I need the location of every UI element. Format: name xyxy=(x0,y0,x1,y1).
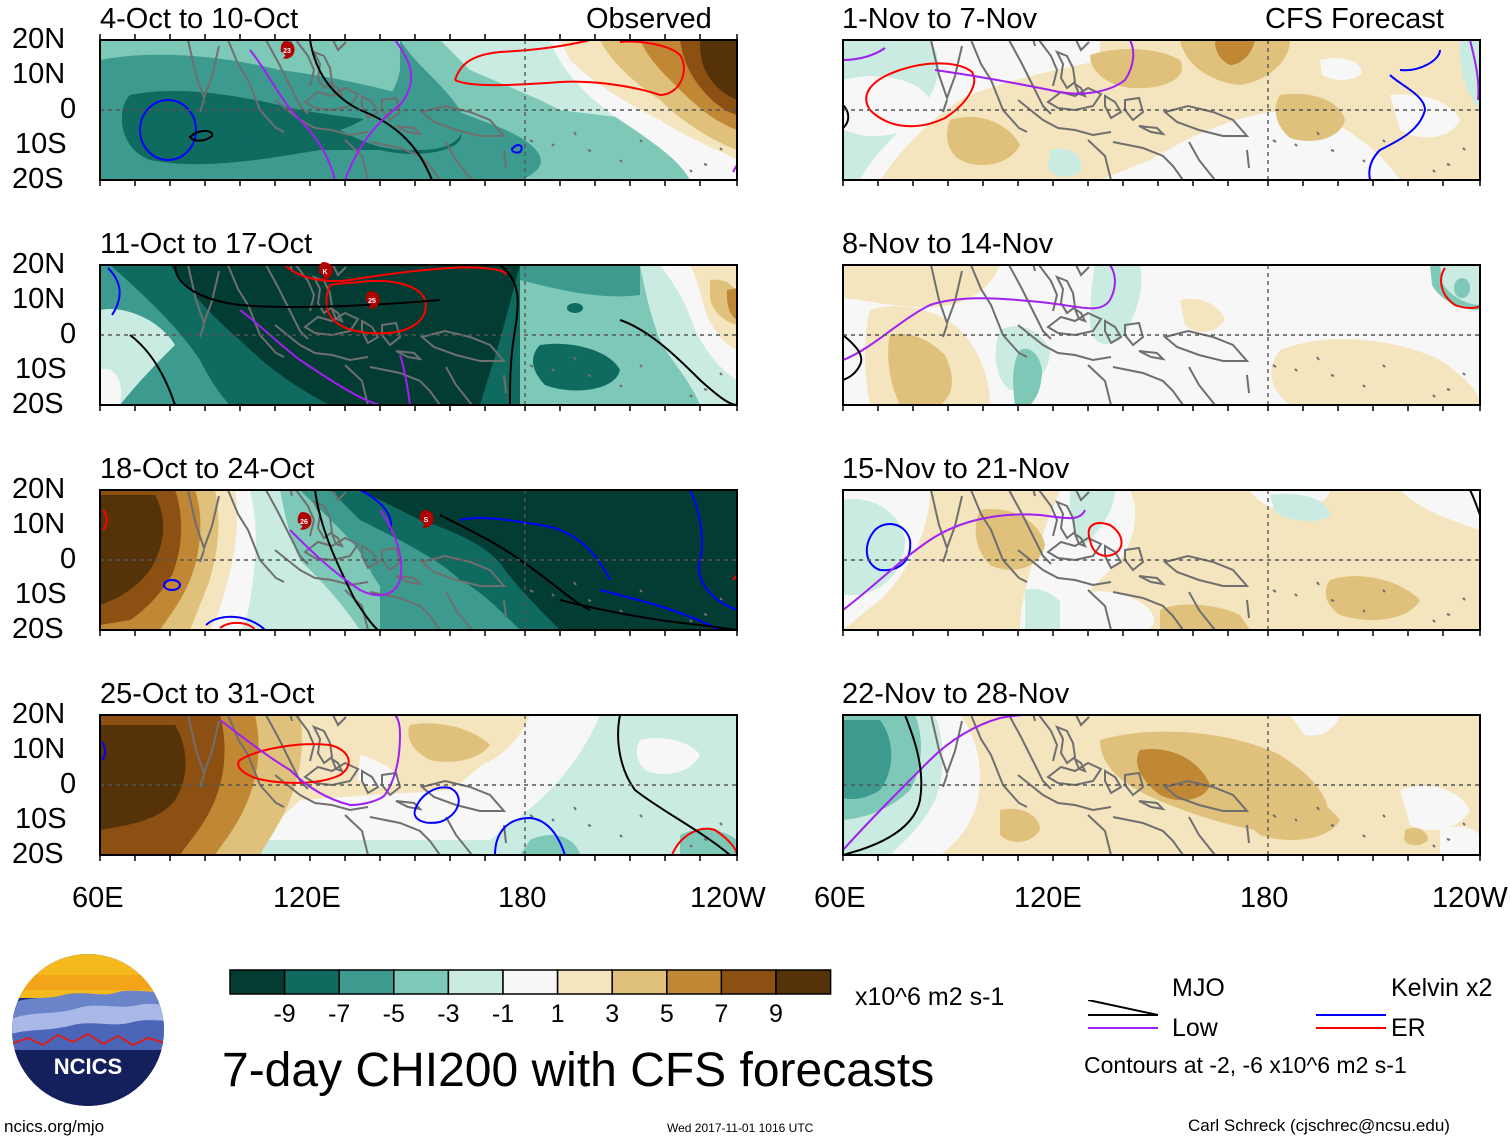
lat-label: 10N xyxy=(12,283,66,315)
footer-url[interactable]: ncics.org/mjo xyxy=(4,1117,105,1136)
lon-label-left-60e: 60E xyxy=(72,882,124,914)
colorbar-tick-label: 3 xyxy=(605,1000,619,1028)
lat-label: 20S xyxy=(12,613,64,645)
main-title: 7-day CHI200 with CFS forecasts xyxy=(222,1044,935,1097)
colorbar-tick-label: 7 xyxy=(714,1000,728,1028)
panel-title-left-3: 18-Oct to 24-Oct xyxy=(100,453,315,485)
lat-label: 20S xyxy=(12,163,64,195)
lat-label: 20S xyxy=(12,388,64,420)
storm-marker: K xyxy=(318,262,333,280)
panel-title-right-3: 15-Nov to 21-Nov xyxy=(842,453,1070,485)
colorbar-ticks: -9 -7 -5 -3 -1 1 3 5 7 9 xyxy=(273,1000,782,1028)
panel-title-left-1: 4-Oct to 10-Oct xyxy=(100,3,299,35)
lon-label-left-120e: 120E xyxy=(273,882,341,914)
colorbar: -9 -7 -5 -3 -1 1 3 5 7 9 xyxy=(229,969,832,1028)
colorbar-tick-label: -7 xyxy=(328,1000,350,1028)
colorbar-swatch xyxy=(283,969,340,995)
panel-title-left-4: 25-Oct to 31-Oct xyxy=(100,678,315,710)
colorbar-swatches xyxy=(229,969,832,995)
colorbar-tick-label: -3 xyxy=(437,1000,459,1028)
observed-label: Observed xyxy=(586,3,712,35)
colorbar-tick-label: -1 xyxy=(492,1000,514,1028)
storm-label: 26 xyxy=(300,519,308,526)
storm-marker: 26 xyxy=(297,512,312,530)
lat-label: 10N xyxy=(12,733,66,765)
colorbar-tick-label: 1 xyxy=(551,1000,565,1028)
colorbar-swatch xyxy=(338,969,395,995)
storm-marker: 25 xyxy=(365,291,380,309)
panel-right-3 xyxy=(843,490,1480,630)
lat-label: 0 xyxy=(60,768,77,800)
legend-label-kelvin: Kelvin x2 xyxy=(1391,974,1493,1002)
panel-left-3 xyxy=(100,490,737,630)
colorbar-swatch xyxy=(393,969,450,995)
panel-right-4 xyxy=(843,715,1480,855)
panel-title-right-4: 22-Nov to 28-Nov xyxy=(842,678,1070,710)
lat-label: 10S xyxy=(15,128,67,160)
colorbar-units: x10^6 m2 s-1 xyxy=(855,983,1005,1011)
panel-title-left-2: 11-Oct to 17-Oct xyxy=(100,228,313,260)
colorbar-tick-label: 5 xyxy=(660,1000,674,1028)
lat-label: 20N xyxy=(12,248,66,280)
storm-marker: 23 xyxy=(280,41,295,59)
panel-frames xyxy=(99,39,1481,856)
ncics-logo: NCICS xyxy=(12,954,164,1106)
lat-label: 10N xyxy=(12,508,66,540)
legend-swatch-lines xyxy=(1088,1000,1386,1016)
lat-label: 0 xyxy=(60,318,77,350)
lat-label: 20N xyxy=(12,23,66,55)
footer-timestamp: Wed 2017-11-01 1016 UTC xyxy=(667,1121,814,1135)
lon-label-left-180: 180 xyxy=(498,882,547,914)
colorbar-tick-label: 9 xyxy=(769,1000,783,1028)
lon-label-right-180: 180 xyxy=(1240,882,1289,914)
colorbar-swatch xyxy=(556,969,613,995)
lat-label: 10S xyxy=(15,803,67,835)
colorbar-swatch xyxy=(229,969,286,995)
storm-marker: S xyxy=(419,510,434,528)
lon-label-right-60e: 60E xyxy=(814,882,866,914)
storm-label: S xyxy=(424,517,429,524)
panel-title-right-1: 1-Nov to 7-Nov xyxy=(842,3,1038,35)
footer-credit: Carl Schreck (cjschrec@ncsu.edu) xyxy=(1188,1116,1450,1135)
contours-note: Contours at -2, -6 x10^6 m2 s-1 xyxy=(1084,1052,1407,1078)
lat-label: 20S xyxy=(12,838,64,870)
panel-title-right-2: 8-Nov to 14-Nov xyxy=(842,228,1054,260)
storm-label: K xyxy=(322,269,327,276)
lon-label-right-120e: 120E xyxy=(1014,882,1082,914)
legend-swatch-lines-3 xyxy=(1088,1027,1386,1029)
legend-label-mjo: MJO xyxy=(1172,974,1225,1002)
lat-label: 0 xyxy=(60,93,77,125)
storm-label: 23 xyxy=(283,48,291,55)
logo-text: NCICS xyxy=(54,1054,122,1079)
lat-label: 0 xyxy=(60,543,77,575)
colorbar-swatch xyxy=(666,969,723,995)
panel-left-2 xyxy=(100,265,737,405)
tick-marks xyxy=(99,34,1481,861)
colorbar-swatch xyxy=(720,969,777,995)
legend-label-er: ER xyxy=(1391,1014,1426,1042)
panel-right-2 xyxy=(843,265,1480,405)
colorbar-tick-label: -9 xyxy=(273,1000,295,1028)
lon-label-right-120w: 120W xyxy=(1432,882,1508,914)
colorbar-swatch xyxy=(775,969,832,995)
colorbar-swatch xyxy=(447,969,504,995)
lon-label-left-120w: 120W xyxy=(690,882,766,914)
panel-right-1 xyxy=(843,40,1480,180)
map-panels: 23 K 25 26 S xyxy=(99,34,1481,861)
lat-label: 10S xyxy=(15,353,67,385)
panel-left-1 xyxy=(100,40,737,180)
lat-label: 20N xyxy=(12,473,66,505)
panel-left-4 xyxy=(100,715,737,855)
cfs-forecast-label: CFS Forecast xyxy=(1265,3,1444,35)
colorbar-swatch xyxy=(611,969,668,995)
lat-label: 20N xyxy=(12,698,66,730)
colorbar-swatch xyxy=(502,969,559,995)
lat-label: 10S xyxy=(15,578,67,610)
legend-label-low: Low xyxy=(1172,1014,1218,1042)
storm-label: 25 xyxy=(368,298,376,305)
colorbar-tick-label: -5 xyxy=(383,1000,405,1028)
lat-label: 10N xyxy=(12,58,66,90)
